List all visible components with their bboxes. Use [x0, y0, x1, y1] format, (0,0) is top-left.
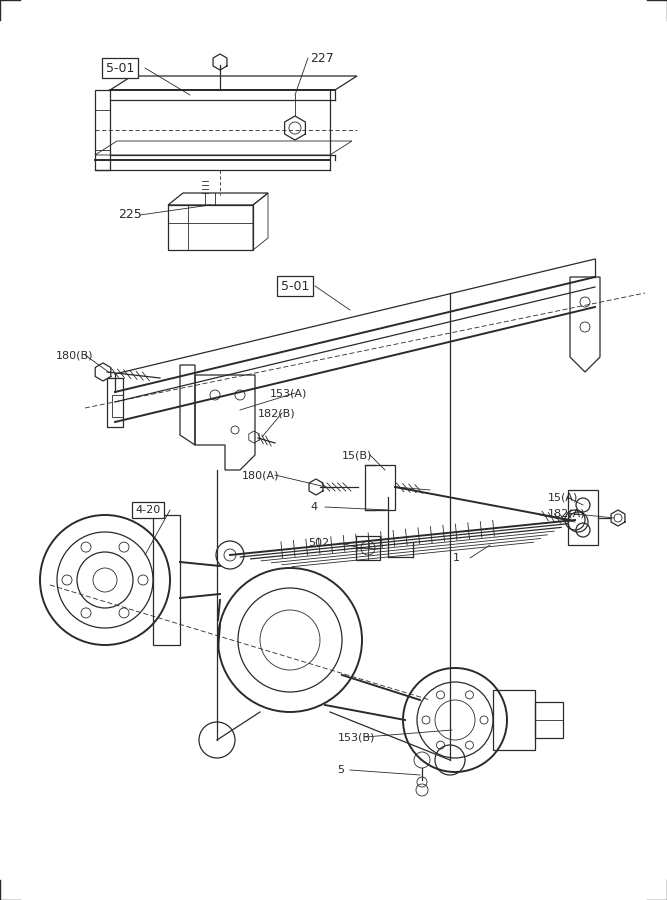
Text: 180(A): 180(A) [242, 470, 279, 480]
Text: 153(B): 153(B) [338, 732, 376, 742]
Text: 182(B): 182(B) [258, 408, 295, 418]
Text: 5: 5 [337, 765, 344, 775]
Text: 153(A): 153(A) [270, 388, 307, 398]
Text: 1: 1 [453, 553, 460, 563]
Text: 180(B): 180(B) [56, 350, 93, 360]
Text: 227: 227 [310, 51, 334, 65]
Text: 4: 4 [310, 502, 317, 512]
Text: 502: 502 [308, 538, 329, 548]
Text: 5-01: 5-01 [281, 280, 309, 292]
Bar [568, 490, 598, 545]
Text: 15(A): 15(A) [548, 492, 578, 502]
Text: 225: 225 [118, 209, 142, 221]
Text: 182(A): 182(A) [548, 508, 586, 518]
Text: 15(B): 15(B) [342, 450, 372, 460]
Text: 4-20: 4-20 [135, 505, 161, 515]
Text: 5-01: 5-01 [106, 61, 134, 75]
